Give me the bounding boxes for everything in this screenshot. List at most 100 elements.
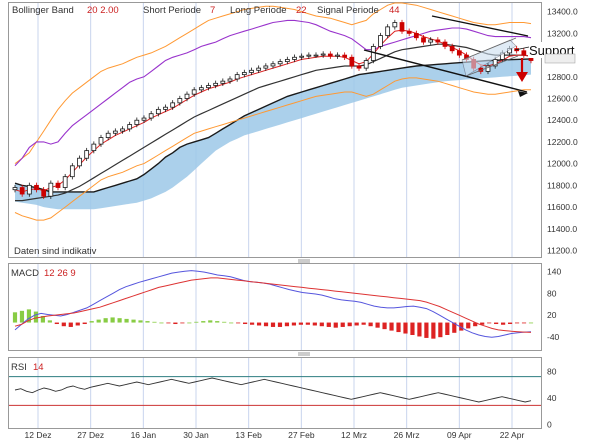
candle-body xyxy=(263,65,269,69)
candle xyxy=(206,82,211,91)
candle-body xyxy=(41,189,47,197)
macd-histogram-bar xyxy=(117,318,122,323)
candle-body xyxy=(456,50,462,56)
candle-body xyxy=(327,53,333,57)
candle xyxy=(356,63,362,71)
rsi-tick-label: 80 xyxy=(547,366,557,376)
macd-histogram-bar xyxy=(521,322,527,324)
candle xyxy=(349,54,355,69)
candle-body xyxy=(442,41,448,47)
macd-histogram-bar xyxy=(68,322,73,327)
macd-tick-label: 20 xyxy=(547,310,557,320)
candle xyxy=(34,182,39,193)
candle xyxy=(198,84,204,93)
candle-body xyxy=(206,85,211,89)
candle xyxy=(41,186,47,199)
candle xyxy=(155,106,161,117)
candle xyxy=(385,24,391,39)
candle-body xyxy=(392,22,398,28)
macd-histogram-bar xyxy=(47,320,52,323)
macd-histogram-bar xyxy=(445,322,450,335)
price-tick-label: 12800.0 xyxy=(547,72,578,82)
candle-body xyxy=(313,54,319,57)
signal-periode-value: 44 xyxy=(389,5,400,16)
candle-body xyxy=(249,69,254,73)
x-tick-label: 09 Apr xyxy=(447,430,472,440)
candle xyxy=(378,32,383,50)
macd-params: 12 26 9 xyxy=(44,268,76,279)
macd-histogram-bar xyxy=(19,310,25,323)
price-tick-label: 11400.0 xyxy=(547,224,577,234)
macd-histogram-bar xyxy=(103,318,108,323)
candle-body xyxy=(413,32,419,39)
macd-histogram-bar xyxy=(215,321,220,323)
panel-splitter-grip[interactable] xyxy=(298,352,310,356)
candle-body xyxy=(292,56,297,60)
macd-histogram-bar xyxy=(340,322,345,327)
candle xyxy=(277,58,283,67)
candle-body xyxy=(421,37,426,43)
x-tick-label: 30 Jan xyxy=(183,430,209,440)
candle xyxy=(91,141,97,154)
panel-splitter-grip[interactable] xyxy=(298,259,310,263)
candle-body xyxy=(19,187,25,195)
candle-body xyxy=(320,53,326,56)
candle-body xyxy=(177,98,183,104)
macd-histogram-bar xyxy=(291,322,297,326)
rsi-panel xyxy=(8,357,542,429)
macd-histogram-bar xyxy=(396,322,401,333)
candle-body xyxy=(120,128,125,132)
candle-body xyxy=(256,67,262,71)
macd-histogram-bar xyxy=(326,322,331,327)
macd-tick-label: -40 xyxy=(547,332,560,342)
macd-histogram-bar xyxy=(424,322,429,338)
candle-body xyxy=(198,87,204,91)
macd-histogram-bar xyxy=(173,322,178,325)
candle xyxy=(26,182,32,197)
macd-panel xyxy=(8,263,542,351)
macd-histogram-bar xyxy=(208,320,213,323)
price-panel xyxy=(8,2,542,258)
candle xyxy=(392,19,398,30)
candle xyxy=(98,134,104,147)
candle-body xyxy=(12,187,18,191)
candle xyxy=(306,52,312,59)
x-tick-label: 13 Feb xyxy=(235,430,262,440)
candle-body xyxy=(406,30,412,34)
candle-body xyxy=(385,26,391,36)
signal-periode-line xyxy=(14,19,532,167)
candle xyxy=(12,184,18,193)
candle xyxy=(406,28,412,37)
candle xyxy=(120,126,125,134)
macd-histogram-bar xyxy=(494,322,499,325)
candle-body xyxy=(299,55,305,58)
macd-histogram-bar xyxy=(319,322,324,327)
candle-body xyxy=(213,82,219,86)
candle-body xyxy=(26,184,32,195)
macd-histogram-bar xyxy=(507,322,513,325)
macd-histogram-bar xyxy=(298,322,303,325)
x-tick-label: 26 Mrz xyxy=(394,430,420,440)
candle xyxy=(191,87,197,97)
macd-histogram-bar xyxy=(54,322,59,325)
macd-histogram-bar xyxy=(528,322,534,324)
down-arrow-icon xyxy=(516,58,528,82)
candle-body xyxy=(399,22,405,32)
macd-histogram-bar xyxy=(375,322,380,328)
candle-body xyxy=(127,124,133,130)
macd-histogram-bar xyxy=(354,322,359,326)
macd-histogram-bar xyxy=(159,322,164,324)
macd-histogram-bar xyxy=(180,322,185,324)
candle-body xyxy=(191,89,197,95)
candle xyxy=(69,163,75,180)
candle xyxy=(105,130,111,141)
candle xyxy=(163,104,168,113)
macd-histogram-bar xyxy=(410,322,415,335)
candle-body xyxy=(48,182,54,197)
x-tick-label: 22 Apr xyxy=(500,430,525,440)
support-pointer xyxy=(514,46,530,51)
macd-histogram-bar xyxy=(347,322,352,327)
candle-body xyxy=(234,74,240,80)
long-periode-value: 22 xyxy=(296,5,307,16)
